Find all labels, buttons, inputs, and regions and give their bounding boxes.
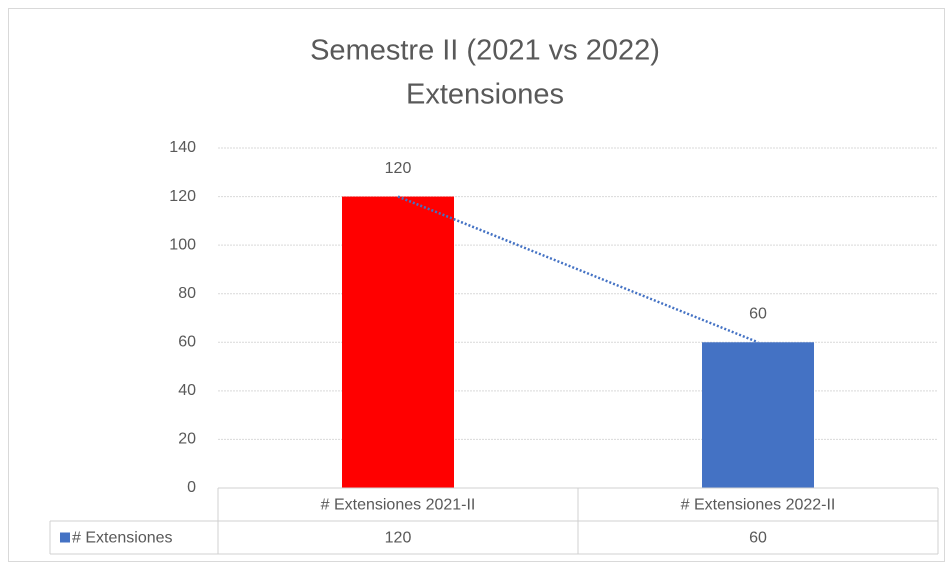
bar	[342, 196, 454, 489]
table-header: # Extensiones 2021-II	[321, 497, 476, 514]
y-tick-label: 20	[178, 431, 196, 448]
y-tick-label: 60	[178, 334, 196, 351]
table-header: # Extensiones 2022-II	[681, 497, 836, 514]
trendline	[397, 195, 759, 344]
y-tick-label: 100	[169, 236, 196, 253]
data-label: 60	[749, 306, 767, 323]
y-tick-label: 80	[178, 285, 196, 302]
y-tick-label: 140	[169, 139, 196, 156]
y-tick-label: 40	[178, 382, 196, 399]
chart-title: Extensiones	[406, 79, 564, 111]
data-label: 120	[385, 160, 412, 177]
y-tick-label: 0	[187, 479, 196, 496]
legend-swatch	[60, 532, 70, 543]
table-value: 120	[385, 530, 412, 547]
bar	[702, 342, 814, 488]
chart-title: Semestre II (2021 vs 2022)	[310, 35, 660, 67]
y-tick-label: 120	[169, 188, 196, 205]
table-value: 60	[749, 530, 767, 547]
legend-label: # Extensiones	[72, 530, 173, 547]
